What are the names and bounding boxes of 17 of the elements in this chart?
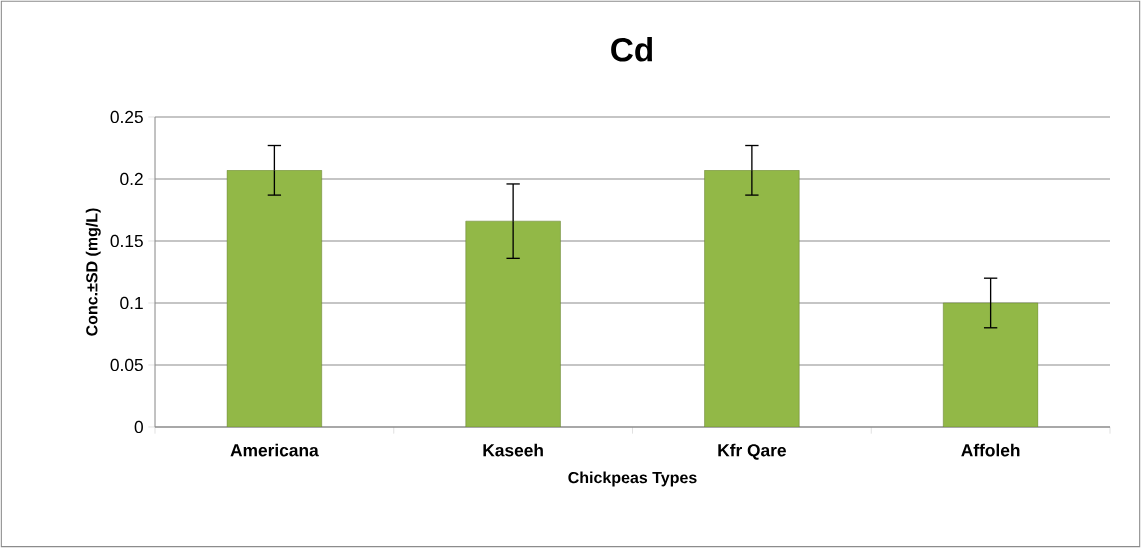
- y-tick-label: 0.25: [110, 110, 143, 124]
- y-axis-title: Conc.±SD (mg/L): [85, 208, 101, 336]
- y-tick-label: 0.15: [110, 234, 143, 248]
- x-tick-label: Kfr Qare: [718, 443, 786, 460]
- y-tick-label: 0: [134, 420, 143, 434]
- chart-title: Cd: [611, 37, 653, 62]
- x-tick-label: Affoleh: [961, 443, 1020, 457]
- y-tick-label: 0.2: [120, 172, 143, 186]
- bar: [226, 170, 322, 427]
- bar: [465, 220, 561, 427]
- x-tick-label: Americana: [230, 443, 319, 457]
- bar: [704, 170, 800, 427]
- y-tick-label: 0.05: [110, 358, 143, 372]
- bar: [943, 302, 1039, 427]
- y-tick-label: 0.1: [120, 296, 143, 310]
- x-tick-label: Kaseeh: [483, 443, 543, 457]
- x-axis-title: Chickpeas Types: [568, 471, 697, 487]
